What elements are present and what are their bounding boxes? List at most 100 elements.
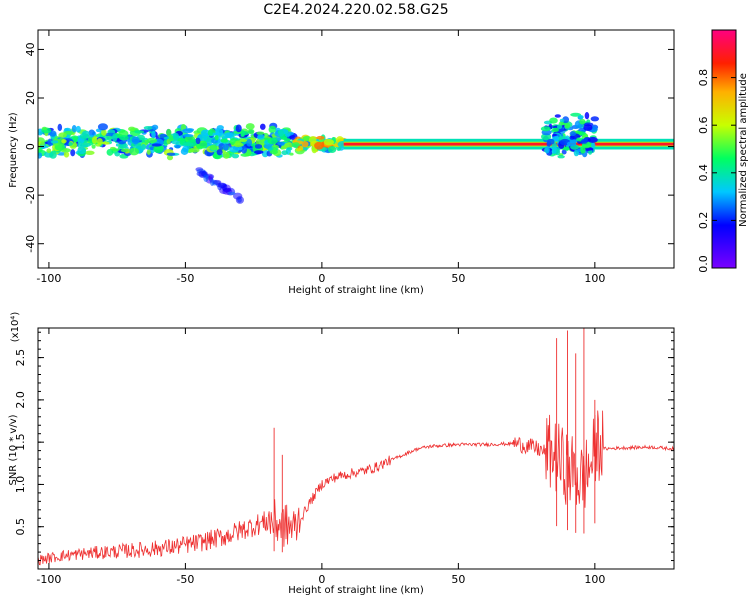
spectrogram-cell <box>561 149 567 155</box>
colorbar-tick-label: 0.4 <box>697 164 710 182</box>
spectrogram-cell <box>295 148 301 152</box>
spectrogram-cell <box>49 150 57 159</box>
snr-multiplier: (x10⁴) <box>10 312 21 343</box>
spectrogram-cell <box>79 133 90 140</box>
snr-ytick-label: 1.5 <box>14 433 27 451</box>
spectrogram-cell <box>257 134 265 140</box>
spectrogram-cell <box>101 141 110 145</box>
spectrogram-cell <box>231 153 240 159</box>
spectrogram-cell <box>182 142 194 147</box>
spectrogram-ytick-label: 0 <box>24 143 37 150</box>
spectrogram-cell <box>49 130 57 137</box>
snr-xtick-label: 0 <box>318 573 325 586</box>
spectrogram-panel: -100 -50 0 50 100 -40 -20 0 20 40 Height of strai… <box>8 29 675 296</box>
spectrogram-cell <box>540 126 551 132</box>
spectrogram-cell <box>189 147 200 153</box>
spectrogram-cell <box>71 125 77 133</box>
spectrogram-cell <box>259 123 266 130</box>
spectrogram-ytick-label: 20 <box>24 91 37 105</box>
spectrogram-cell <box>199 140 208 149</box>
spectrogram-cell <box>556 124 563 130</box>
spectrogram-cell <box>245 123 255 130</box>
spectrogram-cell <box>291 142 300 148</box>
spectrogram-cell <box>215 128 224 137</box>
spectrogram-cell <box>547 138 555 145</box>
tone-core <box>343 142 674 146</box>
spectrogram-body <box>38 112 674 204</box>
spectrogram-cell <box>229 146 240 153</box>
spectrogram-cell <box>228 191 236 195</box>
spectrogram-xlabel: Height of straight line (km) <box>288 285 424 296</box>
spectrogram-cell <box>277 141 285 146</box>
snr-line <box>38 410 674 566</box>
spectrogram-cell <box>241 145 248 154</box>
spectrogram-cell <box>57 123 63 132</box>
spectrogram-cell <box>68 142 73 146</box>
spectrogram-xtick-label: 0 <box>318 272 325 285</box>
spectrogram-cell <box>285 133 291 137</box>
spectrogram-ylabel: Frequency (Hz) <box>8 112 19 188</box>
spectrogram-ticks: -100 -50 0 50 100 -40 -20 0 20 40 <box>24 30 674 285</box>
spectrogram-cell <box>91 136 98 144</box>
snr-panel: -100 -50 0 50 100 0.5 1.0 1.5 2.0 2.5 Height of s… <box>8 312 675 596</box>
snr-ytick-label: 0.5 <box>14 518 27 536</box>
spectrogram-cell <box>195 137 201 145</box>
spectrogram-cell <box>176 137 186 142</box>
spectrogram-cell <box>562 116 570 124</box>
colorbar-tick-label: 0.8 <box>697 69 710 87</box>
spectrogram-cell <box>233 142 244 148</box>
spectrogram-cell <box>584 112 590 120</box>
spectrogram-cell <box>327 146 337 154</box>
spectrogram-cell <box>146 149 151 155</box>
snr-ytick-label: 2.5 <box>14 349 27 367</box>
spectrogram-cell <box>301 141 309 148</box>
spectrogram-feature <box>291 134 348 155</box>
spectrogram-cell <box>77 141 82 148</box>
spectrogram-feature <box>195 167 245 204</box>
spectrogram-cell <box>566 141 577 147</box>
spectrogram-cell <box>591 142 596 149</box>
spectrogram-cell <box>564 122 571 129</box>
spectrogram-cell <box>114 151 121 157</box>
spectrogram-cell <box>174 144 181 149</box>
spectrogram-cell <box>272 147 277 155</box>
spectrogram-frame <box>37 29 675 269</box>
spectrogram-cell <box>316 135 325 140</box>
spectrogram-cell <box>590 116 600 122</box>
spectrogram-cell <box>140 144 147 150</box>
spectrogram-cell <box>564 146 570 151</box>
spectrogram-cell <box>557 155 565 159</box>
spectrogram-cell <box>70 149 76 157</box>
spectrogram-cell <box>38 152 43 159</box>
spectrogram-cell <box>314 141 324 150</box>
spectrogram-cell <box>281 150 289 156</box>
spectrogram-cell <box>280 145 287 150</box>
spectrogram-cell <box>220 138 229 143</box>
spectrogram-cell <box>237 197 242 203</box>
spectrogram-cell <box>570 112 582 117</box>
spectrogram-cell <box>151 124 159 130</box>
spectrogram-cell <box>261 149 269 158</box>
spectrogram-cell <box>549 117 558 124</box>
spectrogram-cell <box>134 130 145 134</box>
spectrogram-cell <box>80 142 92 148</box>
spectrogram-cell <box>278 129 285 137</box>
spectrogram-cell <box>95 128 101 133</box>
spectrogram-cell <box>216 148 223 156</box>
spectrogram-cell <box>223 132 234 139</box>
colorbar: 0.0 0.2 0.4 0.6 0.8 Normalized spectral ampl… <box>697 29 749 273</box>
spectrogram-feature <box>38 122 300 161</box>
spectrogram-xtick-label: -100 <box>36 272 61 285</box>
spectrogram-cell <box>267 137 278 145</box>
spectrogram-cell <box>222 151 230 159</box>
snr-ytick-label: 2.0 <box>14 391 27 409</box>
snr-ytick-label: 1.0 <box>14 476 27 494</box>
spectrogram-feature <box>540 112 600 159</box>
snr-ylabel: SNR (10 * v/v) <box>8 414 19 485</box>
spectrogram-cell <box>286 147 293 151</box>
spectrogram-cell <box>214 134 219 141</box>
spectrogram-cell <box>268 125 277 134</box>
spectrogram-cell <box>46 148 52 154</box>
spectrogram-cell <box>166 152 176 156</box>
spectrogram-cell <box>207 129 214 136</box>
